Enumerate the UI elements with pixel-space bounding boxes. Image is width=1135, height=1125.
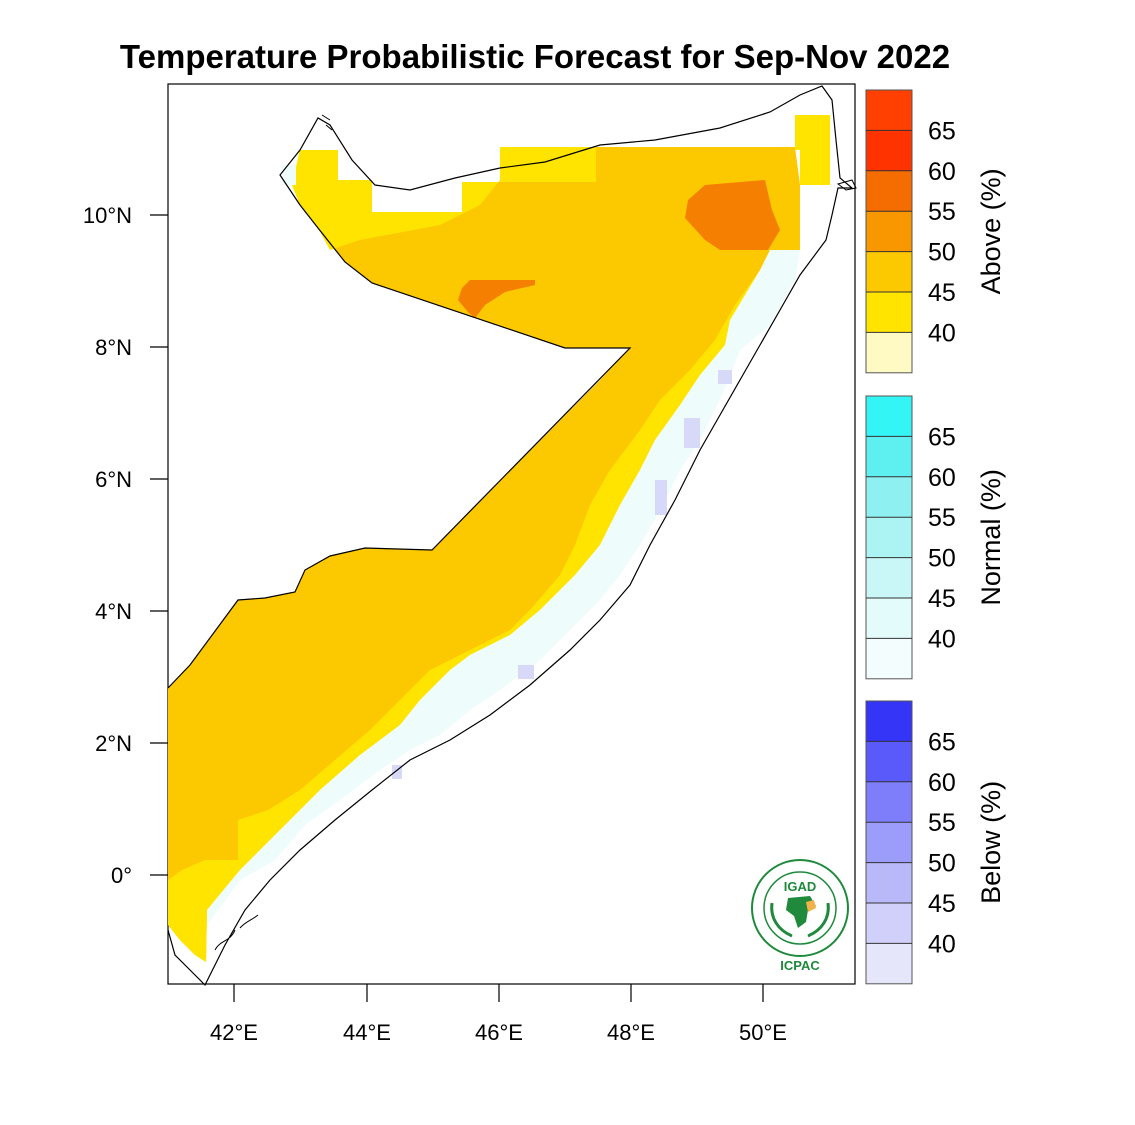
below-40-45-patch-2 (684, 418, 700, 448)
lat-label: 0° (111, 863, 132, 888)
lon-label: 44°E (343, 1020, 391, 1045)
legend-tick-label: 50 (928, 239, 956, 267)
legend-swatch (866, 476, 912, 518)
legend-tick-label: 60 (928, 769, 956, 797)
below-40-45-patch-5 (392, 765, 402, 779)
above-55-60-region-central (458, 280, 535, 318)
legend-tick-label: 65 (928, 728, 956, 756)
legend-tick-label: 55 (928, 809, 956, 837)
legend-swatch (866, 292, 912, 333)
below-40-45-patch-4 (518, 665, 534, 679)
legend-swatch (866, 701, 912, 742)
map-title: Temperature Probabilistic Forecast for S… (119, 38, 951, 75)
legend-swatch (866, 943, 912, 984)
lat-label: 2°N (95, 731, 132, 756)
legend-swatch (866, 396, 912, 437)
northwest-coast-marks (321, 114, 333, 131)
legend-swatch (866, 638, 912, 679)
icpac-logo: IGAD ICPAC (751, 859, 849, 973)
southern-islands-marks (214, 914, 259, 951)
legend-swatch (866, 781, 912, 823)
legend-swatch (866, 598, 912, 639)
forecast-shading (168, 115, 830, 962)
legend-swatch (866, 862, 912, 903)
logo-center: ICPAC (780, 958, 820, 973)
lat-label: 4°N (95, 599, 132, 624)
normal-40-45-region-coast (207, 250, 800, 925)
legend-tick-label: 60 (928, 158, 956, 186)
legend-frame (865, 89, 913, 374)
legend-frame (865, 700, 913, 985)
legend-swatch (866, 170, 912, 212)
legend-tick-label: 65 (928, 117, 956, 145)
lon-label: 48°E (607, 1020, 655, 1045)
legend-swatch (866, 332, 912, 373)
legend-swatch (866, 903, 912, 944)
legend-swatch (866, 557, 912, 598)
above-40-45-region-northeast (795, 115, 830, 185)
legend-swatch (866, 517, 912, 558)
legend-tick-label: 40 (928, 625, 956, 653)
legend-swatch (866, 436, 912, 477)
island-outline (836, 179, 857, 191)
legend-tick-label: 60 (928, 464, 956, 492)
legend-swatch (866, 130, 912, 171)
lon-label: 46°E (475, 1020, 523, 1045)
above-40-45-region-west (292, 147, 596, 250)
legend-tick-label: 45 (928, 890, 956, 918)
legend-tick-label: 45 (928, 279, 956, 307)
legend-tick-label: 65 (928, 423, 956, 451)
legend-title: Above (%) (976, 168, 1006, 294)
legend-tick-label: 40 (928, 930, 956, 958)
laurel-right-icon (807, 902, 830, 938)
country-outline (167, 85, 854, 987)
legend-tick-label: 45 (928, 585, 956, 613)
lon-label: 50°E (739, 1020, 787, 1045)
above-55-60-region-northeast (685, 180, 780, 250)
legend-swatch (866, 251, 912, 292)
lat-label: 10°N (83, 203, 132, 228)
legend-tick-label: 55 (928, 504, 956, 532)
legend-tick-label: 50 (928, 545, 956, 573)
axis-ticks (150, 214, 764, 1002)
lat-label: 6°N (95, 467, 132, 492)
above-45-50-region (168, 147, 800, 962)
lon-tick-labels: 42°E 44°E 46°E 48°E 50°E (210, 1020, 787, 1045)
legend-swatch (866, 90, 912, 131)
lat-label: 8°N (95, 335, 132, 360)
normal-40-45-patch-northwest (282, 165, 296, 185)
legend-frame (865, 395, 913, 680)
legend-tick-label: 40 (928, 319, 956, 347)
legend-swatch (866, 741, 912, 782)
legend-tick-label: 55 (928, 198, 956, 226)
legend-tick-label: 50 (928, 850, 956, 878)
legend-swatch (866, 211, 912, 252)
above-40-45-region-coast (168, 250, 770, 962)
legend-swatch (866, 822, 912, 863)
colorbar-legends: 65 60 55 50 45 40 Above (%) 65 60 55 50 45 40 Normal … (865, 89, 1006, 985)
lon-label: 42°E (210, 1020, 258, 1045)
legend-title: Normal (%) (976, 469, 1006, 606)
below-40-45-patch-1 (718, 370, 732, 384)
laurel-left-icon (770, 902, 793, 938)
lat-tick-labels: 10°N 8°N 6°N 4°N 2°N 0° (83, 203, 132, 888)
legend-title: Below (%) (976, 781, 1006, 904)
below-40-45-patch-3 (655, 480, 667, 515)
horn-region-icon (806, 900, 816, 912)
logo-org: IGAD (784, 879, 817, 894)
